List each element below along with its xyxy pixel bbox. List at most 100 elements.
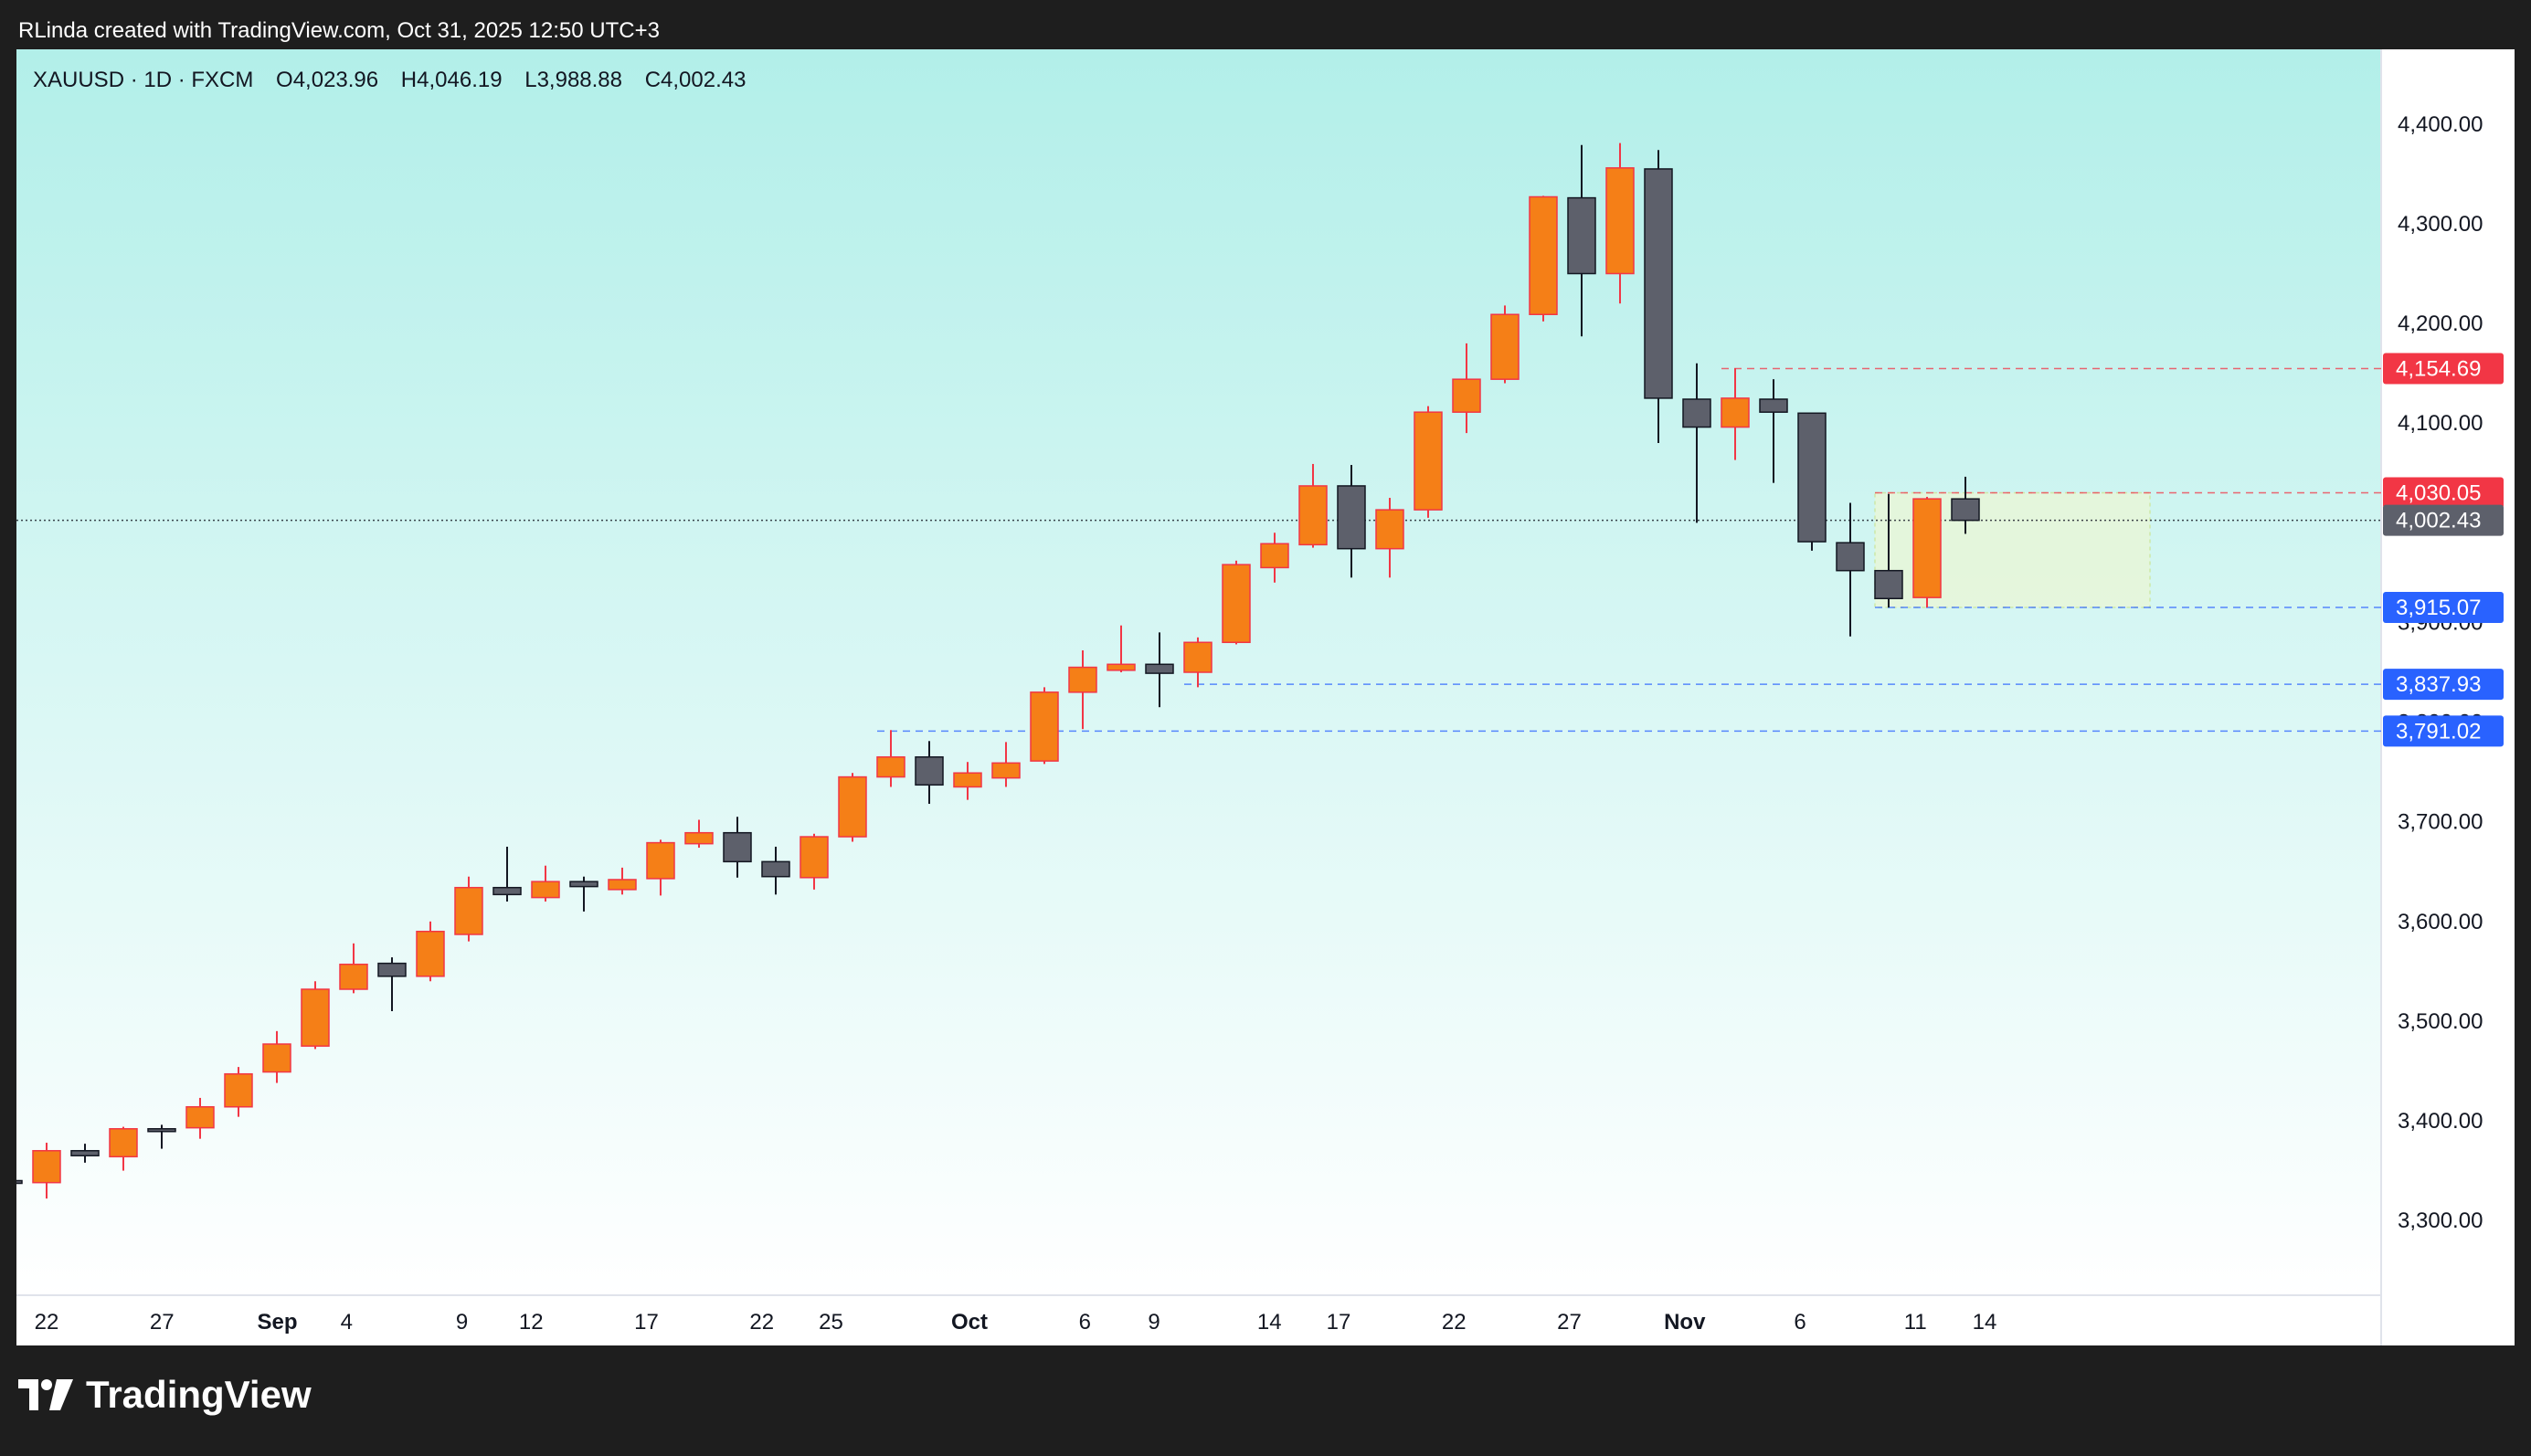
candle[interactable] [301, 981, 330, 1050]
candle[interactable] [1605, 142, 1635, 304]
candle[interactable] [1183, 637, 1213, 688]
candle-body [1682, 398, 1711, 428]
candle[interactable] [32, 1143, 61, 1199]
candle[interactable] [646, 839, 675, 896]
candle[interactable] [147, 1124, 176, 1149]
candle[interactable] [1529, 195, 1558, 322]
candle-body [1951, 498, 1980, 522]
candle-body [531, 881, 560, 899]
time-tick-label: 14 [1257, 1310, 1282, 1335]
tradingview-logo-icon [18, 1379, 73, 1410]
candle-body [109, 1128, 138, 1158]
level-price-label-bg [2383, 353, 2504, 385]
time-axis-background [16, 1295, 2381, 1345]
candle[interactable] [1797, 412, 1827, 551]
top-bar: RLinda created with TradingView.com, Oct… [0, 0, 2531, 49]
tradingview-logo[interactable]: TradingView [18, 1373, 312, 1417]
candle[interactable] [224, 1067, 253, 1117]
candle[interactable] [1222, 560, 1251, 645]
level-lines-group [16, 367, 2381, 733]
ohlc-close: C4,002.43 [644, 68, 747, 92]
candle[interactable] [1145, 632, 1174, 708]
candle[interactable] [185, 1097, 215, 1139]
time-tick-label: 6 [1794, 1310, 1806, 1335]
level-price-label-bg [2383, 504, 2504, 536]
candle[interactable] [70, 1144, 100, 1163]
candle[interactable] [838, 773, 867, 842]
candle[interactable] [416, 921, 445, 982]
candle[interactable] [1452, 343, 1481, 434]
symbol-name: XAUUSD · 1D · FXCM [33, 68, 254, 92]
candle[interactable] [1068, 649, 1097, 730]
candle[interactable] [991, 742, 1021, 787]
candle-body [838, 775, 867, 838]
candle[interactable] [16, 1176, 23, 1190]
candle[interactable] [1490, 305, 1520, 384]
candle[interactable] [1759, 379, 1788, 483]
candle-body [16, 1179, 23, 1185]
candle[interactable] [492, 846, 522, 902]
candle-body [416, 930, 445, 977]
time-axis-ticks: 22 27 Sep 4 9 12 17 22 25 Oct 6 9 14 17 22 27 Nov 6 11 14 [35, 1310, 1997, 1335]
candle[interactable] [1414, 406, 1443, 518]
candle-body [1068, 666, 1097, 693]
candle[interactable] [723, 817, 752, 878]
level-price-label-bg [2383, 477, 2504, 509]
price-tick-label: 4,200.00 [2398, 311, 2483, 336]
symbol-legend: XAUUSD · 1D · FXCM O4,023.96 H4,046.19 L… [33, 68, 762, 93]
time-tick-label: Nov [1664, 1310, 1706, 1335]
candle[interactable] [109, 1126, 138, 1171]
chart-frame[interactable]: 4,400.004,300.004,200.004,100.003,900.00… [16, 49, 2515, 1345]
candle[interactable] [1874, 493, 1903, 608]
candle[interactable] [1107, 625, 1136, 672]
candle[interactable] [1567, 144, 1596, 337]
candle-body [70, 1150, 100, 1156]
candle[interactable] [377, 957, 407, 1012]
candle[interactable] [1682, 363, 1711, 523]
candle[interactable] [1951, 476, 1980, 534]
price-tick-label: 4,100.00 [2398, 411, 2483, 436]
level-price-label: 4,002.43 [2396, 509, 2481, 533]
candle[interactable] [1721, 368, 1750, 460]
candle[interactable] [1030, 687, 1059, 765]
candle-body [1298, 485, 1328, 546]
time-tick-label: 11 [1904, 1310, 1927, 1335]
candle-body [339, 963, 368, 990]
price-tick-label: 3,400.00 [2398, 1109, 2483, 1134]
candle[interactable] [953, 762, 982, 800]
candle-body [147, 1128, 176, 1133]
candle-body [1529, 195, 1558, 316]
time-tick-label: Sep [257, 1310, 297, 1335]
level-price-label: 4,154.69 [2396, 357, 2481, 382]
candle-body [185, 1106, 215, 1129]
candlestick-chart[interactable]: 4,400.004,300.004,200.004,100.003,900.00… [16, 49, 2515, 1345]
candle[interactable] [608, 867, 637, 895]
price-tick-label: 3,700.00 [2398, 810, 2483, 835]
candle[interactable] [1260, 533, 1289, 583]
candle-body [454, 886, 483, 935]
candle[interactable] [800, 833, 829, 890]
candle[interactable] [262, 1030, 291, 1083]
candle[interactable] [1298, 463, 1328, 548]
candle[interactable] [531, 865, 560, 902]
time-tick-label: 27 [1557, 1310, 1582, 1335]
candle-body [1567, 196, 1596, 275]
candle[interactable] [1836, 502, 1865, 637]
candle[interactable] [1912, 496, 1942, 608]
candle[interactable] [569, 876, 598, 912]
candle-body [1107, 663, 1136, 671]
candle[interactable] [1337, 465, 1366, 578]
candle-body [377, 962, 407, 977]
candle-body [953, 772, 982, 788]
candle-body [723, 831, 752, 863]
candle[interactable] [684, 819, 714, 849]
candle[interactable] [339, 943, 368, 994]
candle-body [1183, 641, 1213, 673]
candle[interactable] [761, 846, 790, 895]
candle[interactable] [876, 730, 905, 787]
candle[interactable] [1375, 498, 1404, 578]
candle-body [1759, 398, 1788, 413]
candle[interactable] [1644, 150, 1673, 444]
candle[interactable] [454, 876, 483, 942]
candle[interactable] [915, 741, 944, 805]
